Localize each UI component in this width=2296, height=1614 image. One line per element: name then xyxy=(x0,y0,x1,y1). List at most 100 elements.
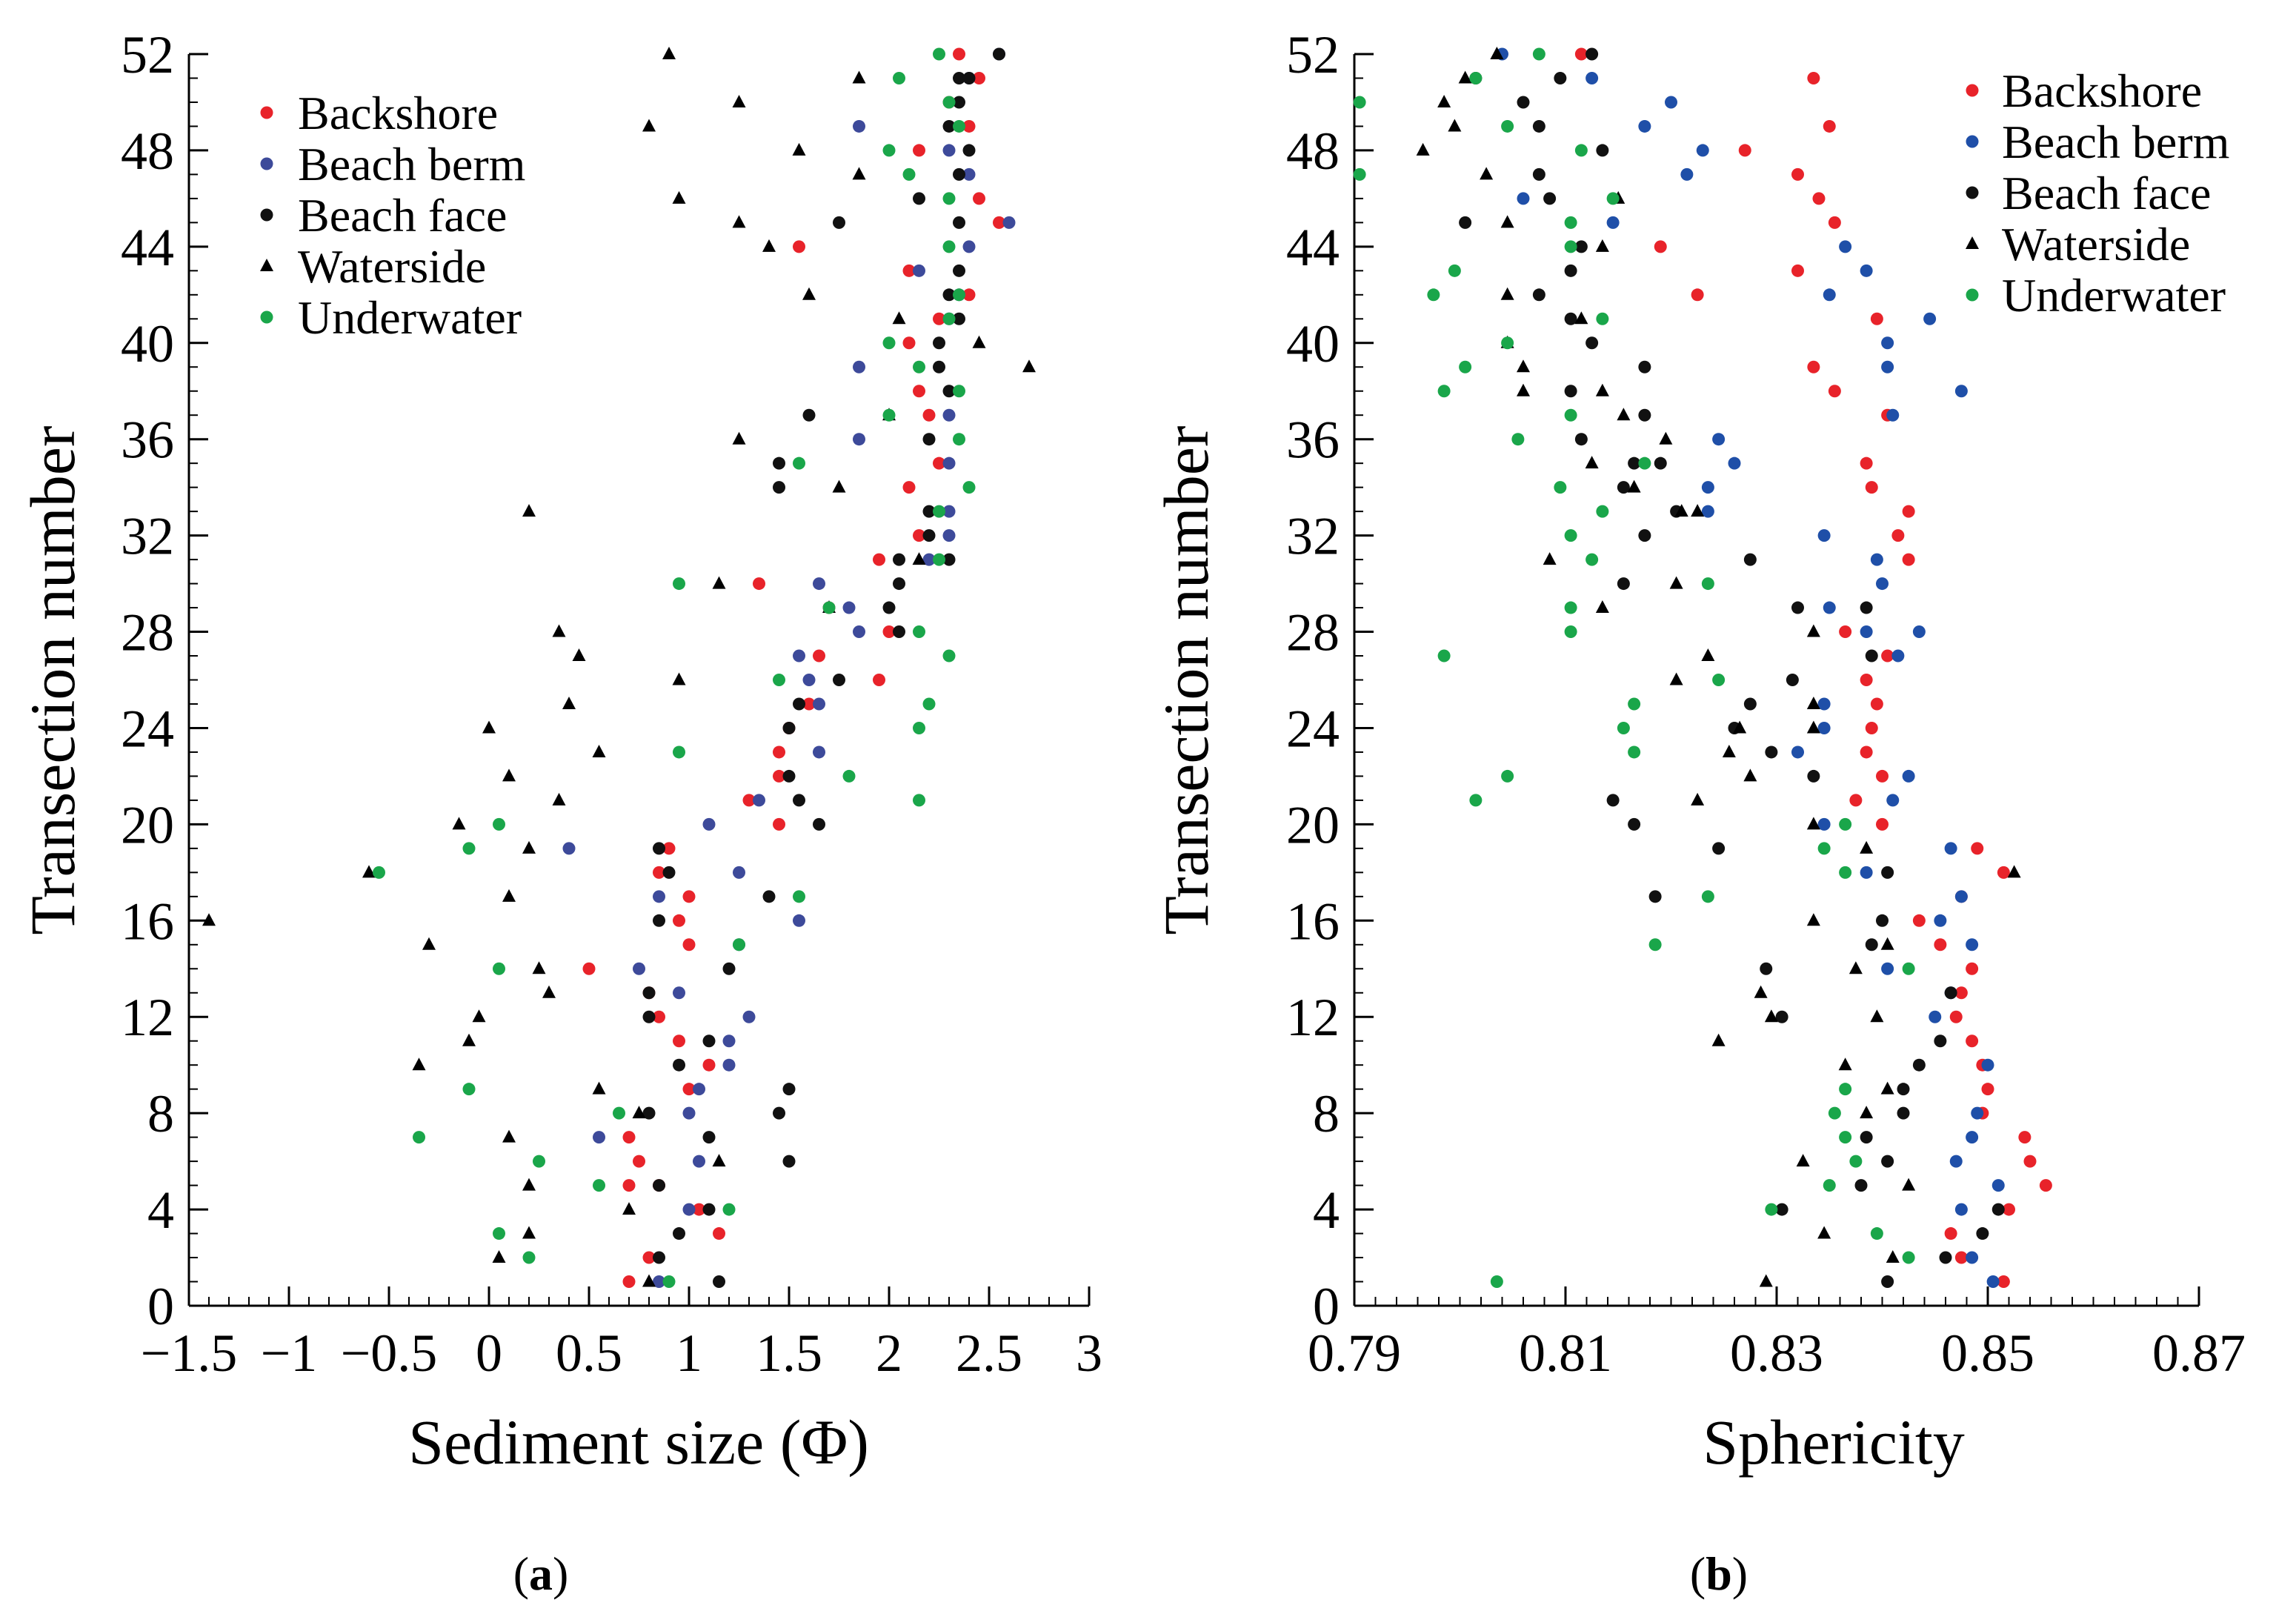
beach-berm-point xyxy=(853,360,865,373)
underwater-point xyxy=(773,674,785,686)
underwater-point xyxy=(493,962,505,975)
waterside-point xyxy=(202,913,216,926)
beach-berm-point xyxy=(942,529,956,542)
waterside-point xyxy=(422,937,436,950)
y-tick-label: 40 xyxy=(1286,314,1340,373)
legend-label-waterside: Waterside xyxy=(298,240,486,293)
underwater-point xyxy=(793,890,805,903)
waterside-point xyxy=(492,1250,506,1263)
beach-face-point xyxy=(1743,697,1757,711)
waterside-point xyxy=(452,817,466,830)
beach-berm-point xyxy=(1860,625,1873,639)
underwater-point xyxy=(933,505,945,518)
waterside-point xyxy=(522,1226,536,1239)
beach-berm-point xyxy=(1665,96,1677,109)
beach-berm-point xyxy=(1986,1275,2000,1289)
underwater-point xyxy=(913,360,925,373)
y-tick-label: 48 xyxy=(1286,122,1340,181)
underwater-point xyxy=(1839,1131,1852,1144)
waterside-point xyxy=(1796,1154,1810,1167)
underwater-point xyxy=(882,144,896,157)
beach-berm-point xyxy=(1881,360,1894,373)
legend-marker-backshore xyxy=(260,106,273,119)
waterside-point xyxy=(1490,47,1504,59)
backshore-point xyxy=(1860,456,1873,470)
beach-face-point xyxy=(773,481,785,494)
beach-face-point xyxy=(722,962,736,975)
backshore-point xyxy=(682,938,696,952)
backshore-point xyxy=(1981,1083,1994,1096)
underwater-point xyxy=(1617,721,1630,734)
backshore-point xyxy=(873,553,885,566)
legend-label-backshore: Backshore xyxy=(2002,64,2202,117)
waterside-point xyxy=(572,648,586,662)
panel-a-label: (a) xyxy=(513,1547,569,1600)
panel-b-points xyxy=(1353,47,2052,1289)
underwater-point xyxy=(822,601,836,614)
backshore-point xyxy=(1828,385,1841,398)
backshore-point xyxy=(1823,119,1836,133)
underwater-point xyxy=(1574,144,1588,157)
underwater-point xyxy=(922,697,936,711)
beach-face-point xyxy=(942,385,956,398)
beach-berm-point xyxy=(693,1083,705,1096)
backshore-point xyxy=(913,385,925,398)
underwater-point xyxy=(1701,577,1714,591)
waterside-point xyxy=(732,215,746,228)
waterside-point xyxy=(832,479,846,493)
backshore-point xyxy=(922,408,936,422)
waterside-point xyxy=(592,1081,606,1095)
waterside-point xyxy=(412,1057,426,1071)
beach-face-point xyxy=(933,360,945,373)
legend-marker-waterside xyxy=(1966,236,1979,249)
waterside-point xyxy=(522,1178,536,1191)
underwater-point xyxy=(913,625,925,639)
beach-face-point xyxy=(1628,456,1641,470)
beach-berm-point xyxy=(1881,962,1894,975)
beach-face-point xyxy=(1712,842,1726,855)
beach-face-point xyxy=(882,601,896,614)
beach-berm-point xyxy=(733,866,745,879)
backshore-point xyxy=(913,529,925,542)
beach-face-point xyxy=(713,1275,725,1289)
beach-face-point xyxy=(1617,481,1630,494)
waterside-point xyxy=(972,335,986,348)
backshore-point xyxy=(582,962,596,975)
backshore-point xyxy=(1791,264,1804,277)
underwater-point xyxy=(942,192,956,205)
beach-face-point xyxy=(1976,1227,1989,1241)
waterside-point xyxy=(1595,383,1609,396)
legend-marker-underwater xyxy=(260,310,273,324)
y-tick-label: 0 xyxy=(147,1277,174,1336)
beach-berm-point xyxy=(1860,264,1873,277)
beach-berm-point xyxy=(1870,553,1883,566)
backshore-point xyxy=(693,1203,705,1216)
waterside-point xyxy=(1691,504,1705,517)
waterside-point xyxy=(1500,287,1514,300)
beach-face-point xyxy=(942,553,956,566)
underwater-point xyxy=(1469,71,1483,84)
panel-b-axes: 0.79 0.81 0.83 0.85 0.8704812162024283236404… xyxy=(1286,25,2246,1383)
backshore-point xyxy=(1912,914,1926,927)
beach-face-point xyxy=(1606,794,1620,807)
legend-marker-beach-berm xyxy=(260,157,273,170)
underwater-point xyxy=(1490,1275,1503,1289)
waterside-point xyxy=(1754,985,1768,998)
backshore-point xyxy=(773,817,785,831)
beach-face-point xyxy=(642,1010,656,1023)
beach-face-point xyxy=(1944,986,1957,1000)
beach-berm-point xyxy=(842,601,856,614)
beach-face-point xyxy=(833,216,845,229)
waterside-point xyxy=(1585,456,1599,469)
beach-berm-point xyxy=(1860,866,1873,879)
beach-face-point xyxy=(993,47,1005,61)
underwater-point xyxy=(1564,408,1577,422)
backshore-point xyxy=(682,890,696,903)
backshore-point xyxy=(1865,481,1878,494)
underwater-point xyxy=(493,817,505,831)
underwater-point xyxy=(1870,1227,1883,1241)
beach-face-point xyxy=(642,1106,656,1120)
legend-label-beach-face: Beach face xyxy=(298,189,507,242)
underwater-point xyxy=(462,1083,476,1096)
